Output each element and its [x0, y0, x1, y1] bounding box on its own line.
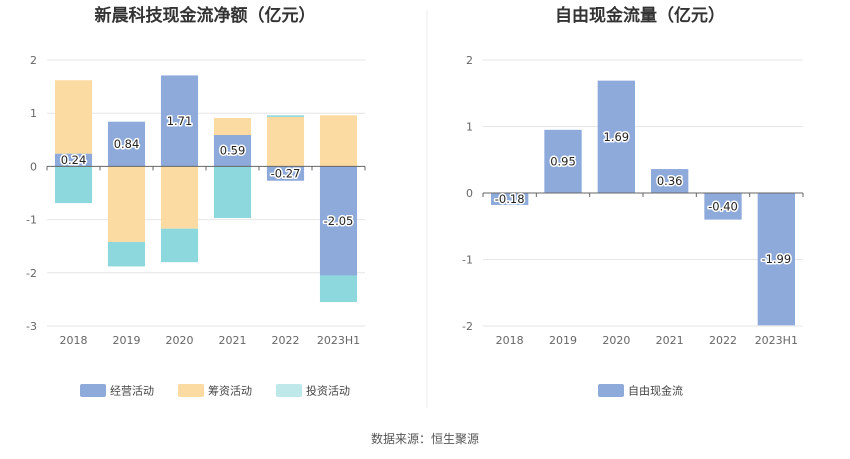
data-label: 0.95 [550, 154, 576, 168]
data-label: -2.05 [324, 214, 354, 228]
bar-operating [213, 135, 252, 167]
bar-investing [160, 228, 199, 263]
data-label: 0.84 [114, 137, 140, 151]
bar-investing [54, 166, 93, 204]
x-tick-label: 2020 [166, 334, 194, 347]
legend-swatch-operating [80, 384, 106, 397]
data-label: -0.18 [495, 192, 525, 206]
bar-free_cash_flow [757, 193, 795, 326]
legend-swatch-investing [276, 384, 302, 397]
x-tick-label: 2023H1 [317, 334, 360, 347]
bar-financing [107, 166, 146, 242]
x-tick-label: 2020 [602, 334, 630, 347]
y-tick-label: 1 [30, 107, 37, 120]
x-tick-label: 2018 [60, 334, 88, 347]
bar-financing [319, 115, 358, 167]
x-tick-label: 2019 [549, 334, 577, 347]
y-tick-label: 1 [466, 121, 473, 134]
bar-operating [266, 166, 305, 181]
bar-operating [160, 75, 199, 167]
y-tick-label: -1 [462, 254, 473, 267]
bar-free_cash_flow [544, 129, 582, 193]
cash-flow-net-chart: 新晨科技现金流净额（亿元） 2 1 0 -1 -2 -3 0.24 0.84 1.71 0.59 -… [26, 5, 366, 398]
y-tick-label: -2 [26, 267, 37, 280]
bar-free_cash_flow [597, 80, 635, 193]
bar-operating [54, 153, 93, 167]
bar-investing [107, 241, 146, 267]
x-tick-label: 2019 [113, 334, 141, 347]
legend-swatch-free_cash_flow [598, 384, 624, 397]
x-tick-label: 2021 [219, 334, 247, 347]
data-label: 0.24 [61, 153, 87, 167]
legend-label: 经营活动 [110, 384, 154, 398]
y-tick-label: 0 [466, 187, 473, 200]
legend-label: 自由现金流 [628, 384, 683, 398]
bar-investing [213, 166, 252, 219]
bar-free_cash_flow [651, 169, 689, 193]
data-label: 1.71 [167, 114, 193, 128]
y-tick-label: -1 [26, 214, 37, 227]
chart-title: 新晨科技现金流净额（亿元） [95, 5, 316, 26]
y-tick-label: -3 [26, 320, 37, 333]
data-label: -0.40 [708, 199, 738, 213]
bar-financing [160, 166, 199, 229]
chart-title: 自由现金流量（亿元） [555, 5, 725, 26]
data-label: 1.69 [604, 130, 630, 144]
legend-swatch-financing [178, 384, 204, 397]
data-label: 0.59 [220, 144, 246, 158]
x-tick-label: 2018 [496, 334, 524, 347]
bar-investing [319, 275, 358, 303]
bar-financing [266, 116, 305, 167]
data-label: -0.27 [271, 167, 301, 181]
y-tick-label: 2 [466, 54, 473, 67]
x-tick-label: 2021 [656, 334, 684, 347]
bar-operating [319, 166, 358, 276]
y-tick-label: 2 [30, 54, 37, 67]
data-label: -1.99 [761, 252, 791, 266]
x-tick-label: 2022 [272, 334, 300, 347]
legend-label: 投资活动 [306, 384, 350, 398]
legend-label: 筹资活动 [208, 384, 252, 398]
bar-operating [107, 121, 146, 167]
x-tick-label: 2023H1 [755, 334, 798, 347]
y-tick-label: -2 [462, 320, 473, 333]
source-note: 数据来源：恒生聚源 [371, 431, 479, 446]
bar-financing [54, 80, 93, 154]
data-label: 0.36 [657, 174, 683, 188]
bar-financing [213, 117, 252, 136]
bar-free_cash_flow [704, 193, 742, 220]
free-cash-flow-chart: 自由现金流量（亿元） 2 1 0 -1 -2 -0.18 0.95 1.69 0.36 -0.40… [462, 5, 804, 398]
bar-investing [266, 115, 305, 117]
y-tick-label: 0 [30, 160, 37, 173]
x-tick-label: 2022 [709, 334, 737, 347]
bar-free_cash_flow [491, 193, 529, 205]
